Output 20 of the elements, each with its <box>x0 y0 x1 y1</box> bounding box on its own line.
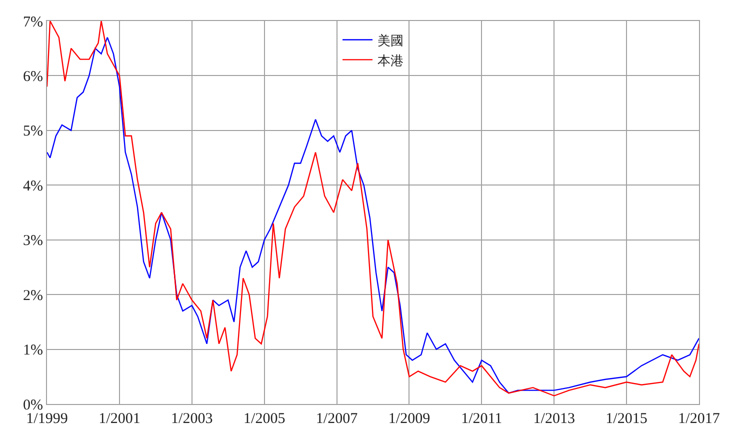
y-tick-label: 3% <box>23 233 43 250</box>
y-tick-label: 0% <box>23 397 43 414</box>
x-tick-label: 1/1999 <box>26 411 68 427</box>
y-tick-label: 7% <box>23 14 43 30</box>
x-tick-label: 1/2009 <box>388 411 430 427</box>
legend-label: 本港 <box>378 52 404 68</box>
x-tick-label: 1/2001 <box>98 411 140 427</box>
y-tick-label: 5% <box>23 124 43 140</box>
y-tick-label: 4% <box>23 178 43 194</box>
y-tick-label: 2% <box>23 288 43 304</box>
legend-label: 美國 <box>378 32 404 48</box>
x-tick-label: 1/2003 <box>171 411 213 427</box>
x-tick-label: 1/2007 <box>316 411 358 427</box>
x-tick-label: 1/2011 <box>461 411 502 427</box>
y-tick-label: 6% <box>23 68 43 85</box>
y-tick-label: 1% <box>23 342 43 359</box>
x-tick-label: 1/2017 <box>678 411 720 427</box>
x-tick-label: 1/2005 <box>244 411 286 427</box>
x-tick-label: 1/2015 <box>606 411 648 427</box>
x-tick-label: 1/2013 <box>533 411 575 427</box>
